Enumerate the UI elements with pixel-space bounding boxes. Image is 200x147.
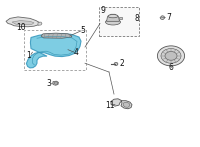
Text: 9: 9 <box>100 6 105 15</box>
Polygon shape <box>111 99 132 109</box>
Polygon shape <box>12 21 34 25</box>
Circle shape <box>157 46 185 66</box>
Ellipse shape <box>106 19 120 25</box>
Text: 1: 1 <box>27 51 31 60</box>
Polygon shape <box>160 16 165 20</box>
Ellipse shape <box>108 15 118 18</box>
Text: 11: 11 <box>105 101 115 110</box>
FancyBboxPatch shape <box>99 7 139 36</box>
Circle shape <box>161 49 181 63</box>
Polygon shape <box>114 62 118 65</box>
Polygon shape <box>123 102 130 107</box>
Polygon shape <box>26 34 81 68</box>
Text: 10: 10 <box>16 23 26 32</box>
Text: 4: 4 <box>74 48 78 57</box>
FancyBboxPatch shape <box>119 17 122 19</box>
Text: 2: 2 <box>119 59 124 68</box>
Text: 7: 7 <box>167 13 171 22</box>
Text: 3: 3 <box>47 79 51 88</box>
Polygon shape <box>107 14 119 21</box>
Polygon shape <box>41 33 72 38</box>
Text: 5: 5 <box>81 26 85 35</box>
Circle shape <box>165 51 177 60</box>
Text: 6: 6 <box>169 63 173 72</box>
Text: 8: 8 <box>135 14 139 23</box>
Polygon shape <box>6 17 40 27</box>
Polygon shape <box>53 81 58 85</box>
Polygon shape <box>38 22 42 25</box>
Circle shape <box>54 82 58 84</box>
